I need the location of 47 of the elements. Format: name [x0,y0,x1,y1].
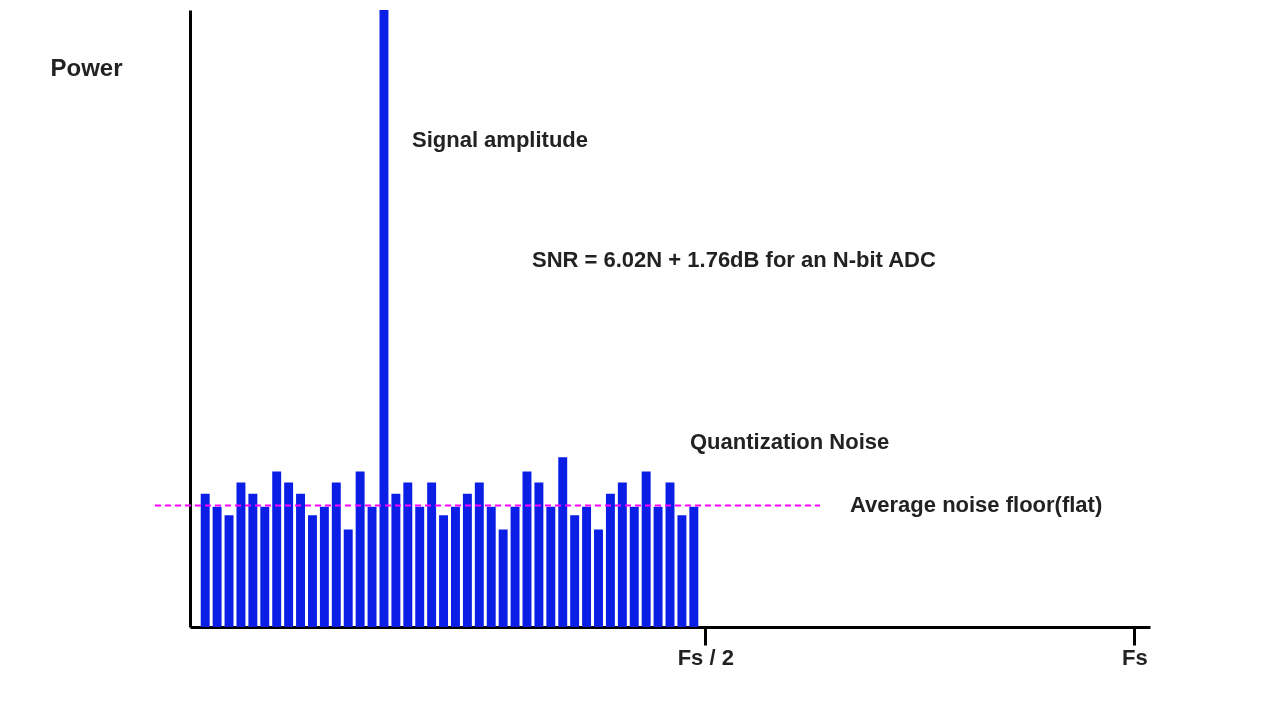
bar [284,482,294,627]
bar [534,482,544,627]
annotation: SNR = 6.02N + 1.76dB for an N-bit ADC [532,247,936,272]
x-tick-label: Fs / 2 [677,644,734,670]
bar [379,10,389,627]
bar [629,506,639,627]
bar [641,471,651,627]
bar [677,515,687,627]
bar [486,506,496,627]
bar [391,493,401,627]
bar [498,529,508,627]
annotation: Quantization Noise [690,429,890,454]
bar [272,471,282,627]
bar [605,493,615,627]
bar [451,506,460,627]
bar [415,506,425,627]
bar [570,515,580,627]
bar [617,482,627,627]
bar [331,482,341,627]
bar [689,506,699,627]
bar [510,506,520,627]
y-axis-title: Power [50,53,123,81]
bar [474,482,484,627]
bar [248,493,258,627]
bar [343,529,353,627]
bar [224,515,234,627]
x-tick-label: Fs [1121,644,1148,670]
bar [200,493,210,627]
bar [403,482,413,627]
bar [582,506,592,627]
bar [427,482,437,627]
bar [307,515,317,627]
bar [355,471,365,627]
bar [319,506,329,627]
bar [462,493,472,627]
bar [558,457,568,627]
bar [236,482,246,627]
ref-line-label: Average noise floor(flat) [850,492,1103,518]
bar [439,515,449,627]
bar [367,506,377,627]
annotation: Signal amplitude [412,127,589,152]
bar [594,529,603,627]
bar [212,506,222,627]
bar [296,493,306,627]
bar [653,506,663,627]
bar [260,506,270,627]
bar [546,506,556,627]
